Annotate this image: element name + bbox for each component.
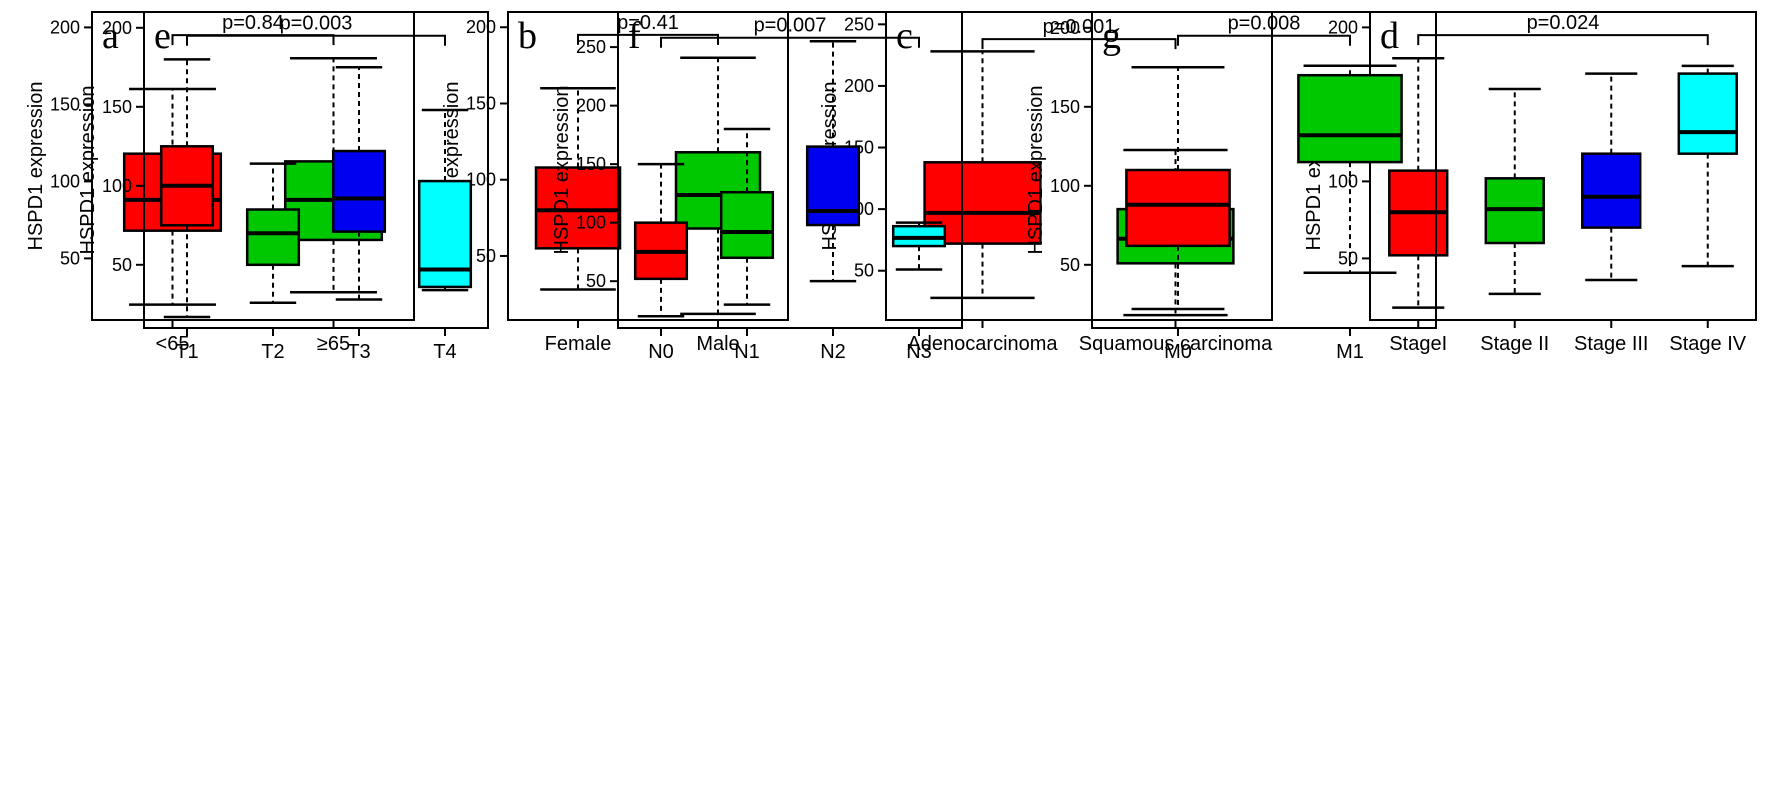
panel-f: 50 100 150 200 250 HSPD1 expression N0 N1 N2 N3 p=…: [540, 0, 970, 388]
x-category-label: N0: [648, 341, 674, 363]
box: [1126, 170, 1229, 246]
x-category-label: M0: [1164, 341, 1192, 363]
figure-root: 50100150200HSPD1 expression<65≥65p=0.84a…: [0, 0, 1772, 796]
x-category-label: Stage IV: [1669, 333, 1746, 355]
comparison-bracket: [1418, 35, 1708, 45]
y-tick-label: 250: [576, 37, 606, 57]
box: [721, 192, 773, 258]
y-axis-title: HSPD1 expression: [1025, 86, 1047, 255]
y-tick-label: 150: [576, 154, 606, 174]
p-value-label: p=0.007: [754, 15, 827, 37]
panel-letter: g: [1102, 15, 1121, 57]
y-tick-label: 200: [576, 96, 606, 116]
panel-letter: b: [518, 15, 537, 57]
p-value-label: p=0.024: [1527, 12, 1600, 34]
x-category-label: T3: [347, 341, 370, 363]
panel-g: 50 100 150 200 HSPD1 expression M0 M1 p=0.008 g: [1014, 0, 1444, 388]
y-tick-label: 100: [1050, 176, 1080, 196]
box: [1582, 154, 1640, 228]
x-category-label: T2: [261, 341, 284, 363]
x-category-label: T1: [175, 341, 198, 363]
comparison-bracket: [661, 38, 919, 48]
y-tick-label: 200: [1050, 18, 1080, 38]
p-value-label: p=0.003: [280, 13, 353, 35]
comparison-bracket: [1178, 36, 1350, 46]
panel-e: 50 100 150 200 HSPD1 expression T1 T2 T3 T4 p=0.0…: [66, 0, 496, 388]
x-category-label: N2: [820, 341, 846, 363]
y-tick-label: 150: [102, 97, 132, 117]
box: [1679, 74, 1737, 154]
panel-letter: f: [628, 15, 641, 57]
x-category-label: Stage III: [1574, 333, 1649, 355]
comparison-bracket: [187, 36, 445, 46]
y-tick-label: 50: [1060, 255, 1080, 275]
y-axis-title: HSPD1 expression: [25, 82, 47, 251]
box: [333, 151, 385, 232]
x-category-label: Stage II: [1480, 333, 1549, 355]
x-category-label: N3: [906, 341, 932, 363]
y-tick-label: 50: [586, 271, 606, 291]
x-category-label: T4: [433, 341, 456, 363]
y-tick-label: 150: [1050, 97, 1080, 117]
y-tick-label: 100: [102, 176, 132, 196]
plot-border: [618, 12, 962, 328]
box: [807, 147, 859, 225]
x-category-label: M1: [1336, 341, 1364, 363]
y-tick-label: 200: [102, 18, 132, 38]
y-tick-label: 50: [112, 255, 132, 275]
box: [247, 210, 299, 265]
panel-letter: e: [154, 15, 171, 57]
x-category-label: N1: [734, 341, 760, 363]
p-value-label: p=0.008: [1228, 13, 1301, 35]
y-axis-title: HSPD1 expression: [551, 86, 573, 255]
box: [1298, 75, 1401, 162]
y-axis-title: HSPD1 expression: [77, 86, 99, 255]
y-tick-label: 100: [576, 213, 606, 233]
